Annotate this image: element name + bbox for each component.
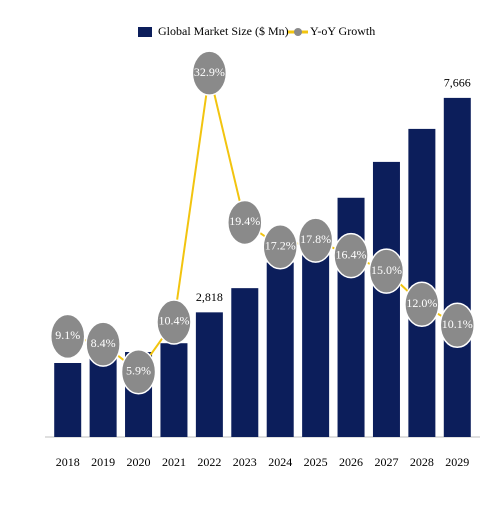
- bar-value-label: 2,818: [196, 290, 223, 304]
- growth-marker: [439, 302, 476, 349]
- legend-label: Global Market Size ($ Mn): [158, 24, 289, 38]
- x-tick-label: 2029: [445, 455, 469, 469]
- growth-label: 8.4%: [91, 336, 116, 350]
- growth-label: 17.8%: [300, 232, 331, 246]
- bar: [231, 288, 259, 437]
- bar: [54, 362, 82, 437]
- growth-label: 17.2%: [265, 239, 296, 253]
- growth-label: 12.0%: [406, 296, 437, 310]
- legend-marker: [294, 28, 302, 36]
- x-tick-label: 2021: [162, 455, 186, 469]
- growth-marker: [333, 232, 369, 279]
- x-tick-label: 2023: [233, 455, 257, 469]
- bar: [266, 262, 294, 437]
- growth-label: 32.9%: [194, 65, 225, 79]
- x-tick-label: 2026: [339, 455, 363, 469]
- growth-label: 16.4%: [336, 247, 367, 261]
- growth-label: 5.9%: [126, 364, 151, 378]
- growth-label: 9.1%: [55, 328, 80, 342]
- growth-label: 10.4%: [158, 314, 189, 328]
- x-tick-label: 2025: [304, 455, 328, 469]
- x-tick-label: 2024: [268, 455, 292, 469]
- growth-marker: [297, 217, 334, 263]
- growth-marker: [227, 199, 263, 246]
- x-tick-label: 2019: [91, 455, 115, 469]
- growth-marker: [404, 281, 440, 328]
- growth-marker: [156, 299, 192, 345]
- legend-label: Y-oY Growth: [310, 24, 375, 38]
- x-tick-label: 2020: [127, 455, 151, 469]
- bar: [372, 161, 400, 438]
- bar: [443, 97, 471, 437]
- growth-marker: [85, 321, 121, 367]
- growth-marker: [120, 349, 157, 395]
- bar: [89, 356, 117, 437]
- growth-marker: [262, 224, 298, 270]
- bar-value-label: 7,666: [444, 76, 471, 90]
- bar: [302, 231, 330, 437]
- growth-label: 15.0%: [371, 263, 402, 277]
- growth-marker: [49, 313, 86, 360]
- growth-label: 10.1%: [442, 317, 473, 331]
- x-tick-label: 2027: [374, 455, 398, 469]
- x-tick-label: 2028: [410, 455, 434, 469]
- x-tick-label: 2018: [56, 455, 80, 469]
- x-tick-label: 2022: [197, 455, 221, 469]
- growth-label: 19.4%: [229, 214, 260, 228]
- bar: [160, 343, 188, 437]
- legend-swatch: [138, 27, 152, 37]
- growth-marker: [368, 248, 405, 294]
- growth-marker: [191, 50, 228, 96]
- bar: [195, 312, 223, 437]
